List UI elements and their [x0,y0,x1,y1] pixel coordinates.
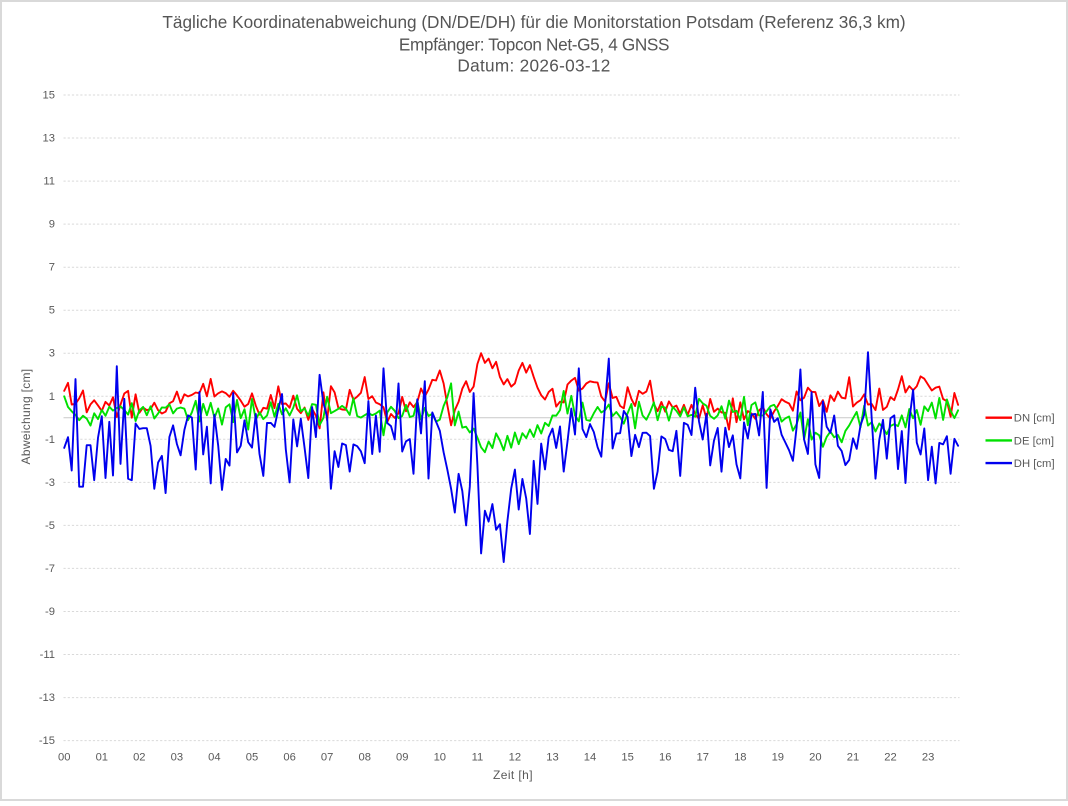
svg-text:10: 10 [434,752,446,764]
svg-text:Tägliche Koordinatenabweichung: Tägliche Koordinatenabweichung (DN/DE/DH… [162,12,905,32]
svg-text:Datum: 2026-03-12: Datum: 2026-03-12 [457,56,610,76]
svg-text:15: 15 [43,90,55,102]
svg-text:13: 13 [546,752,558,764]
svg-text:01: 01 [96,752,108,764]
svg-text:-3: -3 [45,477,55,489]
svg-text:14: 14 [584,752,596,764]
svg-text:19: 19 [772,752,784,764]
svg-text:00: 00 [58,752,70,764]
svg-text:DE [cm]: DE [cm] [1014,435,1054,447]
svg-text:03: 03 [171,752,183,764]
svg-text:3: 3 [49,348,55,360]
svg-text:1: 1 [49,391,55,403]
svg-text:Empfänger: Topcon Net-G5, 4 GN: Empfänger: Topcon Net-G5, 4 GNSS [399,35,669,55]
svg-text:23: 23 [922,752,934,764]
svg-text:-7: -7 [45,563,55,575]
svg-text:20: 20 [809,752,821,764]
svg-text:9: 9 [49,219,55,231]
svg-text:18: 18 [734,752,746,764]
svg-text:06: 06 [283,752,295,764]
svg-text:-1: -1 [45,434,55,446]
svg-text:7: 7 [49,262,55,274]
svg-text:-9: -9 [45,606,55,618]
svg-text:07: 07 [321,752,333,764]
svg-text:DN [cm]: DN [cm] [1014,413,1055,425]
svg-text:5: 5 [49,305,55,317]
svg-text:13: 13 [43,133,55,145]
svg-text:16: 16 [659,752,671,764]
svg-text:04: 04 [208,752,220,764]
svg-text:-11: -11 [40,649,55,661]
svg-text:21: 21 [847,752,859,764]
svg-text:02: 02 [133,752,145,764]
svg-text:11: 11 [43,176,55,188]
svg-text:-13: -13 [39,692,55,704]
svg-text:-5: -5 [45,520,55,532]
svg-text:11: 11 [472,752,484,764]
svg-text:Zeit [h]: Zeit [h] [493,768,533,782]
svg-text:-15: -15 [39,735,55,747]
svg-text:09: 09 [396,752,408,764]
svg-text:17: 17 [696,752,708,764]
svg-text:DH [cm]: DH [cm] [1014,458,1055,470]
svg-text:15: 15 [621,752,633,764]
svg-text:Abweichung [cm]: Abweichung [cm] [19,369,33,465]
svg-text:05: 05 [246,752,258,764]
svg-text:22: 22 [884,752,896,764]
svg-text:12: 12 [509,752,521,764]
svg-text:08: 08 [358,752,370,764]
